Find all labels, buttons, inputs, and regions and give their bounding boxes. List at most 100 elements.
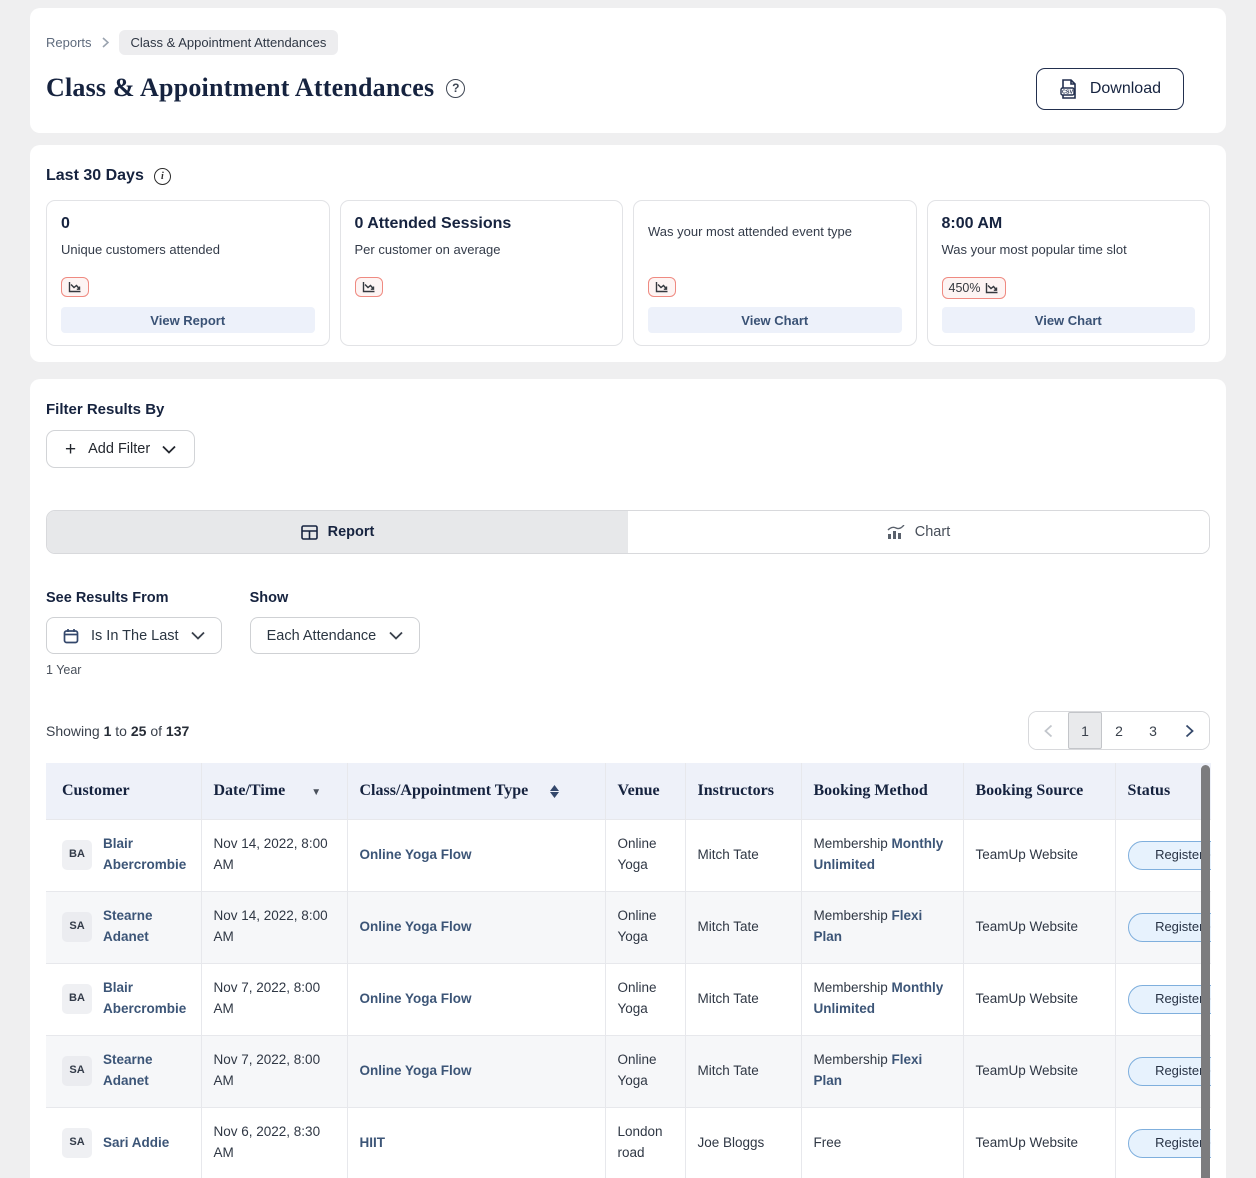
- stat-subtitle: Was your most attended event type: [648, 224, 853, 239]
- class-type-link[interactable]: Online Yoga Flow: [359, 990, 472, 1006]
- see-results-from-control: See Results From Is In The Last 1 Year: [46, 590, 222, 677]
- add-filter-label: Add Filter: [88, 441, 151, 457]
- venue-cell: Online Yoga: [604, 890, 686, 964]
- booking-method-cell: Membership Monthly Unlimited: [800, 818, 964, 892]
- show-label: Show: [249, 590, 289, 606]
- chevron-left-icon: [1044, 724, 1053, 737]
- tab-report[interactable]: Report: [47, 511, 628, 553]
- info-icon[interactable]: i: [153, 167, 171, 185]
- booking-method-cell: Membership Flexi Plan: [800, 890, 964, 964]
- col-venue[interactable]: Venue: [604, 763, 686, 820]
- stat-value: 0: [61, 215, 70, 232]
- col-datetime[interactable]: Date/Time ▼: [200, 763, 348, 820]
- booking-source-cell: TeamUp Website: [962, 962, 1116, 1036]
- attendance-table: Customer Date/Time ▼ Class/Appointment Ty…: [46, 763, 1211, 1178]
- booking-source-cell: TeamUp Website: [962, 818, 1116, 892]
- venue-cell: Online Yoga: [604, 818, 686, 892]
- view-switcher: Report Chart: [46, 510, 1210, 554]
- class-type-link[interactable]: Online Yoga Flow: [359, 1062, 472, 1078]
- download-button[interactable]: CSV Download: [1035, 68, 1184, 110]
- table-row: BA Blair Abercrombie Nov 7, 2022, 8:00 A…: [46, 962, 1211, 1036]
- download-label: Download: [1089, 80, 1161, 97]
- breadcrumb-reports[interactable]: Reports: [46, 35, 92, 50]
- status-badge[interactable]: Registered: [1127, 1056, 1211, 1086]
- next-page-button[interactable]: [1170, 712, 1209, 749]
- view-chart-button[interactable]: View Chart: [648, 307, 902, 333]
- trend-badge-value: 450%: [948, 281, 981, 295]
- datetime-cell: Nov 14, 2022, 8:00 AM: [200, 818, 348, 892]
- datetime-cell: Nov 6, 2022, 8:30 AM: [200, 1106, 348, 1178]
- booking-method-link[interactable]: Flexi Plan: [813, 1052, 923, 1088]
- stat-card-attended-sessions: 0 Attended Sessions Per customer on aver…: [339, 200, 623, 346]
- help-icon[interactable]: ?: [446, 78, 466, 98]
- sort-icon: [550, 784, 560, 798]
- instructors-cell: Mitch Tate: [684, 1034, 802, 1108]
- stat-subtitle: Was your most popular time slot: [941, 242, 1127, 257]
- stat-subtitle: Per customer on average: [354, 242, 501, 257]
- view-chart-button[interactable]: View Chart: [941, 307, 1195, 333]
- trend-down-icon: [362, 282, 374, 293]
- tab-chart[interactable]: Chart: [628, 511, 1209, 553]
- show-select[interactable]: Each Attendance: [249, 617, 420, 654]
- venue-cell: Online Yoga: [604, 962, 686, 1036]
- instructors-cell: Joe Bloggs: [684, 1106, 802, 1178]
- chevron-down-icon: [388, 631, 403, 640]
- trend-down-badge: [648, 277, 676, 297]
- table-row: SA Sari Addie Nov 6, 2022, 8:30 AM HIIT …: [46, 1106, 1211, 1178]
- stat-value: 8:00 AM: [941, 215, 1003, 232]
- stat-card-popular-time-slot: 8:00 AM Was your most popular time slot …: [926, 200, 1210, 346]
- class-type-link[interactable]: Online Yoga Flow: [359, 846, 472, 862]
- status-badge[interactable]: Registered: [1127, 1128, 1211, 1158]
- avatar: SA: [62, 1128, 92, 1158]
- booking-method-cell: Membership Monthly Unlimited: [800, 962, 964, 1036]
- page-button-2[interactable]: 2: [1102, 712, 1136, 749]
- class-type-link[interactable]: Online Yoga Flow: [359, 918, 472, 934]
- col-status[interactable]: Status: [1114, 763, 1211, 820]
- booking-method-cell: Free: [800, 1106, 964, 1178]
- booking-method-link[interactable]: Monthly Unlimited: [813, 980, 944, 1016]
- customer-link[interactable]: Blair Abercrombie: [103, 836, 187, 872]
- customer-link[interactable]: Stearne Adanet: [103, 1052, 153, 1088]
- class-type-link[interactable]: HIIT: [359, 1134, 386, 1150]
- tab-chart-label: Chart: [914, 524, 951, 540]
- vertical-scrollbar[interactable]: [1201, 765, 1210, 1178]
- page-title: Class & Appointment Attendances: [46, 73, 435, 102]
- col-class-type[interactable]: Class/Appointment Type: [346, 763, 606, 820]
- booking-method-link[interactable]: Monthly Unlimited: [813, 836, 944, 872]
- chart-icon: [887, 525, 905, 539]
- view-report-button[interactable]: View Report: [61, 307, 315, 333]
- col-booking-method[interactable]: Booking Method: [800, 763, 964, 820]
- status-badge[interactable]: Registered: [1127, 912, 1211, 942]
- trend-down-badge: [61, 277, 89, 297]
- customer-link[interactable]: Stearne Adanet: [103, 908, 153, 944]
- venue-cell: London road: [604, 1106, 686, 1178]
- col-instructors[interactable]: Instructors: [684, 763, 802, 820]
- trend-down-icon: [655, 282, 668, 293]
- col-booking-source[interactable]: Booking Source: [962, 763, 1116, 820]
- csv-file-icon: CSV: [1059, 79, 1078, 99]
- customer-link[interactable]: Sari Addie: [103, 1134, 170, 1150]
- chevron-right-icon: [101, 37, 109, 48]
- add-filter-button[interactable]: + Add Filter: [46, 430, 196, 468]
- table-row: SA Stearne Adanet Nov 7, 2022, 8:00 AM O…: [46, 1034, 1211, 1108]
- stat-card-unique-customers: 0 Unique customers attended View Report: [46, 200, 330, 346]
- stat-card-most-attended-event: Was your most attended event type View C…: [633, 200, 917, 346]
- status-badge[interactable]: Registered: [1127, 840, 1211, 870]
- stats-section-title: Last 30 Days: [46, 167, 144, 184]
- venue-cell: Online Yoga: [604, 1034, 686, 1108]
- show-value: Each Attendance: [266, 627, 377, 644]
- show-control: Show Each Attendance: [249, 590, 420, 677]
- status-badge[interactable]: Registered: [1127, 984, 1211, 1014]
- col-customer[interactable]: Customer: [46, 763, 202, 820]
- page-button-1[interactable]: 1: [1068, 712, 1102, 749]
- instructors-cell: Mitch Tate: [684, 962, 802, 1036]
- date-range-select[interactable]: Is In The Last: [46, 617, 222, 654]
- sort-desc-icon: ▼: [311, 786, 322, 798]
- customer-link[interactable]: Blair Abercrombie: [103, 980, 187, 1016]
- stats-section: Last 30 Days i 0 Unique customers attend…: [30, 145, 1226, 362]
- stat-value: 0 Attended Sessions: [354, 215, 512, 232]
- results-from: 1: [103, 722, 112, 739]
- booking-method-link[interactable]: Flexi Plan: [813, 908, 923, 944]
- prev-page-button[interactable]: [1029, 712, 1068, 749]
- page-button-3[interactable]: 3: [1136, 712, 1170, 749]
